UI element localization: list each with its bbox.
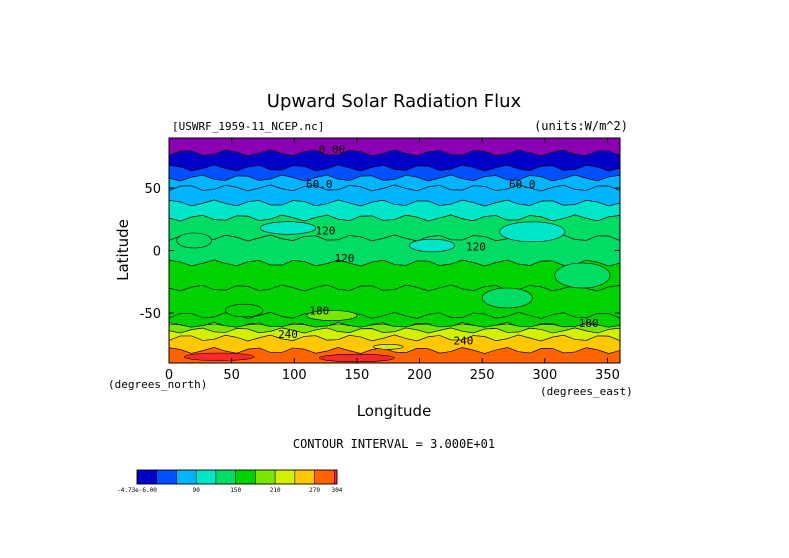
chart-subtitle-right: (units:W/m^2) xyxy=(534,119,628,133)
contour-patch xyxy=(306,310,358,321)
colorbar-swatch xyxy=(274,469,296,485)
x-axis-label: Longitude xyxy=(357,402,432,420)
y-axis-label: Latitude xyxy=(114,219,132,281)
contour-interval-text: CONTOUR INTERVAL = 3.000E+01 xyxy=(293,437,495,451)
colorbar-swatch xyxy=(176,469,197,485)
chart-title: Upward Solar Radiation Flux xyxy=(267,91,522,112)
contour-patch xyxy=(372,343,404,350)
y-tick-label: -50 xyxy=(140,307,161,322)
colorbar-tick-label: -4.73e-6.00 xyxy=(117,487,157,494)
contour-patch xyxy=(176,232,212,249)
contour-patch xyxy=(260,221,316,235)
contour-patch xyxy=(481,287,533,309)
contour-patch xyxy=(554,262,611,289)
colorbar-tick-label: 304 xyxy=(332,487,343,494)
contour-patch xyxy=(499,221,566,243)
y-axis: 50 0 -50 xyxy=(140,182,620,322)
x-axis: 0 50 100 150 200 250 300 350 xyxy=(165,138,620,383)
colorbar-swatch xyxy=(136,469,157,485)
contour-label: 240 xyxy=(453,334,473,347)
contour-label: 60.0 xyxy=(509,178,536,191)
x-tick-label: 50 xyxy=(223,368,240,383)
contour-label: 240 xyxy=(278,328,298,341)
x-tick-label: 200 xyxy=(407,368,432,383)
contour-patch xyxy=(183,352,255,361)
x-tick-label: 0 xyxy=(165,368,173,383)
x-tick-label: 250 xyxy=(470,368,495,383)
x-tick-label: 300 xyxy=(532,368,557,383)
colorbar-swatch xyxy=(156,469,177,485)
colorbar-frame xyxy=(136,469,338,485)
contour-label: 180 xyxy=(579,317,599,330)
colorbar-tick-label: 270 xyxy=(309,487,320,494)
plot-area: 0.00 60.0 60.0 120 120 120 180 180 240 240 xyxy=(168,137,621,364)
colorbar-swatch xyxy=(294,469,315,485)
colorbar-swatch xyxy=(215,469,236,485)
colorbar-tick-label: 150 xyxy=(230,487,241,494)
contour-label: 120 xyxy=(466,241,486,254)
contour-patch xyxy=(409,238,456,253)
contour-label: 180 xyxy=(309,304,329,317)
chart-subtitle-left: [USWRF_1959-11_NCEP.nc] xyxy=(172,120,324,133)
colorbar-swatch xyxy=(235,469,256,485)
y-tick-label: 50 xyxy=(144,182,161,197)
y-tick-label: 0 xyxy=(153,245,161,260)
x-tick-label: 100 xyxy=(282,368,307,383)
x-tick-label: 350 xyxy=(595,368,620,383)
colorbar-swatch xyxy=(195,469,217,485)
contour-label: 0.00 xyxy=(319,143,346,156)
y-axis-unit: (degrees_north) xyxy=(108,378,207,391)
contour-label: 120 xyxy=(316,224,336,237)
colorbar-tick-label: 90 xyxy=(193,487,201,494)
colorbar: -4.73e-6.00 90 150 210 270 304 xyxy=(117,469,343,494)
x-axis-unit: (degrees_east) xyxy=(540,385,633,398)
colorbar-swatch xyxy=(255,469,276,485)
contour-label: 60.0 xyxy=(306,178,333,191)
colorbar-swatch xyxy=(314,469,335,485)
colorbar-tick-label: 210 xyxy=(270,487,281,494)
contour-label: 120 xyxy=(334,252,354,265)
x-tick-label: 150 xyxy=(345,368,370,383)
contour-patch xyxy=(225,303,264,318)
